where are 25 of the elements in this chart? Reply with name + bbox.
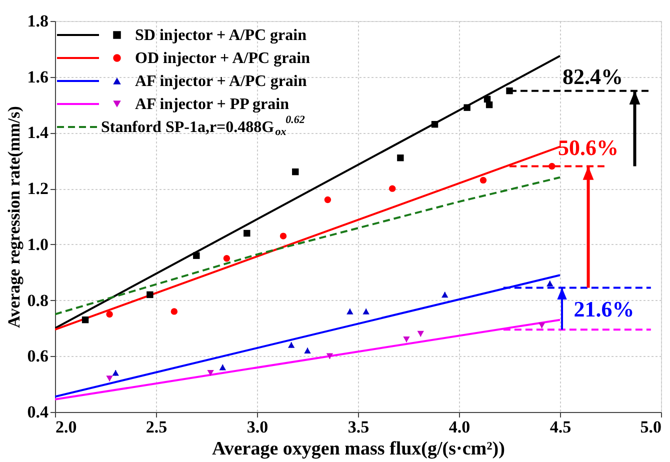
legend-label: OD injector + A/PC grain (135, 50, 310, 67)
y-tick-label: 0.4 (27, 402, 49, 422)
y-tick-label: 1.2 (27, 179, 48, 198)
y-tick-label: 1.0 (27, 234, 48, 254)
y-axis-title: Average regression rate(mm/s) (4, 106, 24, 328)
x-tick-label: 4.5 (550, 418, 572, 436)
x-tick-label: 2.5 (146, 418, 168, 436)
annotation: 21.6% (574, 296, 634, 322)
legend-label: SD injector + A/PC grain (135, 27, 307, 44)
annotation: 50.6% (558, 135, 619, 160)
y-tick-label: 1.8 (27, 12, 48, 30)
x-tick-label: 3.5 (348, 418, 370, 436)
line-series (55, 176, 561, 316)
x-tick-label: 2.0 (56, 418, 77, 436)
y-tick-label: 1.6 (27, 67, 48, 86)
x-axis-title: Average oxygen mass flux(g/(s·cm²)) (212, 438, 505, 460)
legend-label: AF injector + PP grain (135, 96, 290, 113)
x-tick-label: 5.0 (640, 418, 662, 436)
y-tick-label: 0.8 (27, 290, 48, 310)
x-tick-label: 3.0 (246, 418, 268, 436)
y-tick-label: 1.4 (27, 123, 49, 142)
annotation: 82.4% (562, 64, 623, 89)
y-tick-label: 0.6 (27, 346, 48, 366)
legend-label: AF injector + A/PC grain (135, 73, 307, 90)
x-tick-label: 4.0 (448, 418, 470, 436)
